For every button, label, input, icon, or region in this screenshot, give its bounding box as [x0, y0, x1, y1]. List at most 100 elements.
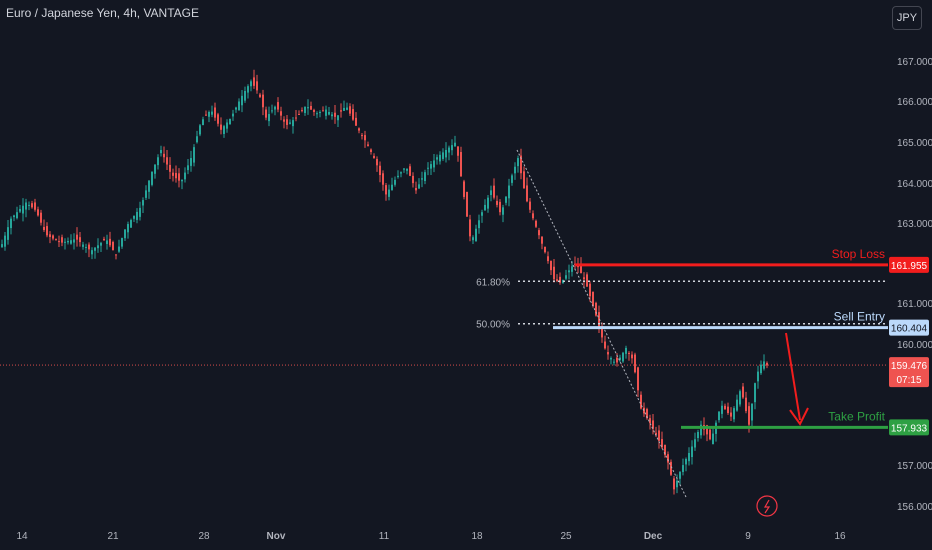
candle-body: [259, 94, 261, 97]
currency-button[interactable]: JPY: [892, 6, 922, 30]
candle-body: [169, 164, 171, 172]
level-price-label: 161.955: [891, 261, 928, 272]
candle-body: [478, 220, 480, 229]
candle-body: [22, 205, 24, 214]
candle-body: [442, 152, 444, 159]
candle-body: [463, 181, 465, 197]
y-tick-label: 156.000: [897, 502, 932, 513]
candle-body: [418, 184, 420, 189]
candle-body: [541, 236, 543, 244]
candle-body: [355, 117, 357, 126]
x-tick-label: 25: [560, 531, 572, 542]
sell-arrow: [785, 332, 809, 426]
candle-body: [427, 167, 429, 169]
candle-body: [376, 158, 378, 166]
candle-body: [292, 120, 294, 127]
candle-body: [616, 357, 618, 363]
candle-body: [556, 279, 558, 281]
level-name: Stop Loss: [832, 247, 885, 261]
candle-body: [667, 454, 669, 463]
candle-body: [202, 119, 204, 126]
candle-body: [232, 113, 234, 117]
y-tick-label: 167.000: [897, 57, 932, 68]
candle-body: [211, 111, 213, 115]
candle-body: [244, 90, 246, 101]
candle-body: [19, 208, 21, 212]
candle-body: [592, 291, 594, 306]
candle-body: [235, 107, 237, 110]
candle-body: [217, 114, 219, 124]
candle-body: [193, 147, 195, 163]
candle-body: [652, 420, 654, 429]
candle-body: [73, 239, 75, 243]
candle-body: [571, 266, 573, 272]
candle-body: [328, 112, 330, 115]
candle-body: [238, 101, 240, 111]
candle-body: [568, 270, 570, 273]
candle-body: [394, 179, 396, 185]
candle-body: [61, 237, 63, 243]
candle-body: [316, 113, 318, 115]
candle-body: [559, 276, 561, 283]
candle-body: [682, 465, 684, 472]
candle-body: [319, 112, 321, 114]
candle-body: [106, 240, 108, 244]
candle-body: [358, 128, 360, 131]
candle-body: [280, 111, 282, 116]
candle-body: [517, 158, 519, 167]
candle-body: [334, 112, 336, 117]
candle-body: [364, 135, 366, 141]
candle-body: [748, 406, 750, 425]
candle-body: [430, 164, 432, 169]
candle-body: [553, 266, 555, 280]
candle-body: [724, 405, 726, 410]
candle-body: [451, 145, 453, 151]
candle-body: [619, 357, 621, 360]
candle-body: [763, 361, 765, 369]
candle-body: [307, 107, 309, 109]
candle-body: [322, 110, 324, 112]
candle-body: [97, 245, 99, 249]
candle-body: [112, 241, 114, 251]
candle-body: [457, 146, 459, 156]
candle-body: [727, 406, 729, 413]
candle-body: [253, 77, 255, 86]
x-tick-label: 18: [471, 531, 483, 542]
candle-body: [25, 202, 27, 210]
candle-body: [691, 446, 693, 458]
symbol-title: Euro / Japanese Yen, 4h, VANTAGE: [6, 6, 200, 20]
candle-body: [622, 352, 624, 362]
trade-levels: Stop Loss 161.955 Sell Entry 160.404 Take Pr…: [553, 247, 929, 436]
candle-body: [409, 166, 411, 176]
x-tick-label: 21: [107, 531, 119, 542]
candle-body: [199, 125, 201, 135]
candle-body: [247, 86, 249, 93]
level-price-tag: [889, 419, 929, 436]
candle-body: [154, 164, 156, 174]
x-tick-label: Dec: [644, 531, 663, 542]
candle-body: [13, 215, 15, 218]
candle-body: [625, 347, 627, 354]
fib-label: 61.80%: [476, 277, 510, 288]
candle-body: [700, 424, 702, 436]
candle-body: [226, 122, 228, 129]
candle-body: [142, 200, 144, 206]
candle-body: [367, 144, 369, 146]
candle-body: [529, 201, 531, 210]
candle-body: [709, 429, 711, 440]
candle-body: [343, 107, 345, 111]
candle-body: [82, 244, 84, 247]
candle-body: [544, 246, 546, 253]
x-tick-label: Nov: [267, 531, 286, 542]
y-tick-label: 165.000: [897, 138, 932, 149]
fib-label: 50.00%: [476, 320, 510, 331]
candle-body: [400, 172, 402, 174]
current-price-label: 159.476: [891, 361, 928, 372]
lightning-icon[interactable]: [756, 495, 778, 517]
candle-body: [250, 81, 252, 87]
candle-body: [100, 242, 102, 246]
candle-body: [130, 220, 132, 228]
candle-body: [160, 149, 162, 154]
x-tick-label: 14: [16, 531, 28, 542]
